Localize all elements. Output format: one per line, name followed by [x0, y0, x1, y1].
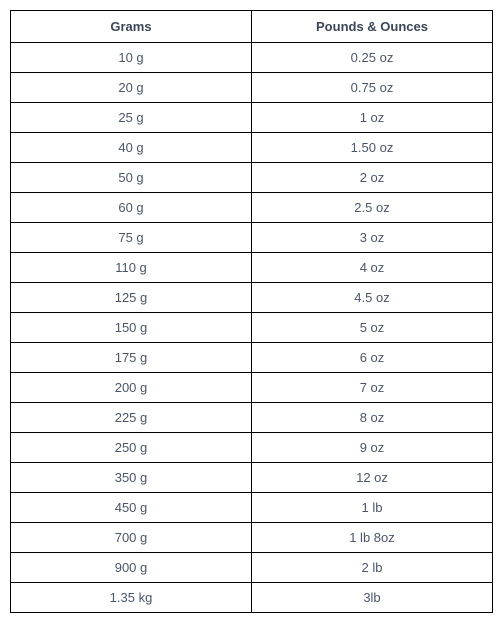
grams-cell: 60 g: [11, 193, 252, 223]
table-row: 175 g6 oz: [11, 343, 493, 373]
table-row: 150 g5 oz: [11, 313, 493, 343]
ounces-cell: 4 oz: [252, 253, 493, 283]
ounces-cell: 2 lb: [252, 553, 493, 583]
table-row: 700 g1 lb 8oz: [11, 523, 493, 553]
grams-cell: 175 g: [11, 343, 252, 373]
table-row: 60 g2.5 oz: [11, 193, 493, 223]
table-row: 75 g3 oz: [11, 223, 493, 253]
table-row: 1.35 kg3lb: [11, 583, 493, 613]
table-row: 250 g9 oz: [11, 433, 493, 463]
ounces-cell: 0.75 oz: [252, 73, 493, 103]
ounces-cell: 12 oz: [252, 463, 493, 493]
grams-cell: 1.35 kg: [11, 583, 252, 613]
ounces-cell: 7 oz: [252, 373, 493, 403]
table-row: 50 g2 oz: [11, 163, 493, 193]
grams-cell: 200 g: [11, 373, 252, 403]
column-header-pounds-ounces: Pounds & Ounces: [252, 11, 493, 43]
table-body: 10 g0.25 oz 20 g0.75 oz 25 g1 oz 40 g1.5…: [11, 43, 493, 613]
ounces-cell: 0.25 oz: [252, 43, 493, 73]
grams-cell: 110 g: [11, 253, 252, 283]
table-row: 40 g1.50 oz: [11, 133, 493, 163]
grams-cell: 225 g: [11, 403, 252, 433]
table-row: 125 g4.5 oz: [11, 283, 493, 313]
ounces-cell: 3lb: [252, 583, 493, 613]
table-row: 25 g1 oz: [11, 103, 493, 133]
ounces-cell: 2.5 oz: [252, 193, 493, 223]
ounces-cell: 2 oz: [252, 163, 493, 193]
ounces-cell: 3 oz: [252, 223, 493, 253]
ounces-cell: 4.5 oz: [252, 283, 493, 313]
grams-cell: 250 g: [11, 433, 252, 463]
ounces-cell: 8 oz: [252, 403, 493, 433]
table-row: 20 g0.75 oz: [11, 73, 493, 103]
table-row: 450 g1 lb: [11, 493, 493, 523]
grams-cell: 20 g: [11, 73, 252, 103]
grams-cell: 25 g: [11, 103, 252, 133]
ounces-cell: 9 oz: [252, 433, 493, 463]
grams-cell: 10 g: [11, 43, 252, 73]
grams-cell: 150 g: [11, 313, 252, 343]
ounces-cell: 1.50 oz: [252, 133, 493, 163]
table-row: 10 g0.25 oz: [11, 43, 493, 73]
ounces-cell: 6 oz: [252, 343, 493, 373]
table-row: 200 g7 oz: [11, 373, 493, 403]
grams-cell: 50 g: [11, 163, 252, 193]
grams-cell: 75 g: [11, 223, 252, 253]
ounces-cell: 5 oz: [252, 313, 493, 343]
grams-cell: 350 g: [11, 463, 252, 493]
ounces-cell: 1 lb 8oz: [252, 523, 493, 553]
column-header-grams: Grams: [11, 11, 252, 43]
table-row: 110 g4 oz: [11, 253, 493, 283]
table-row: 225 g8 oz: [11, 403, 493, 433]
ounces-cell: 1 lb: [252, 493, 493, 523]
grams-cell: 450 g: [11, 493, 252, 523]
ounces-cell: 1 oz: [252, 103, 493, 133]
grams-cell: 40 g: [11, 133, 252, 163]
grams-cell: 125 g: [11, 283, 252, 313]
grams-cell: 900 g: [11, 553, 252, 583]
table-row: 350 g12 oz: [11, 463, 493, 493]
grams-cell: 700 g: [11, 523, 252, 553]
table-row: 900 g2 lb: [11, 553, 493, 583]
conversion-table: Grams Pounds & Ounces 10 g0.25 oz 20 g0.…: [10, 10, 493, 613]
table-header-row: Grams Pounds & Ounces: [11, 11, 493, 43]
